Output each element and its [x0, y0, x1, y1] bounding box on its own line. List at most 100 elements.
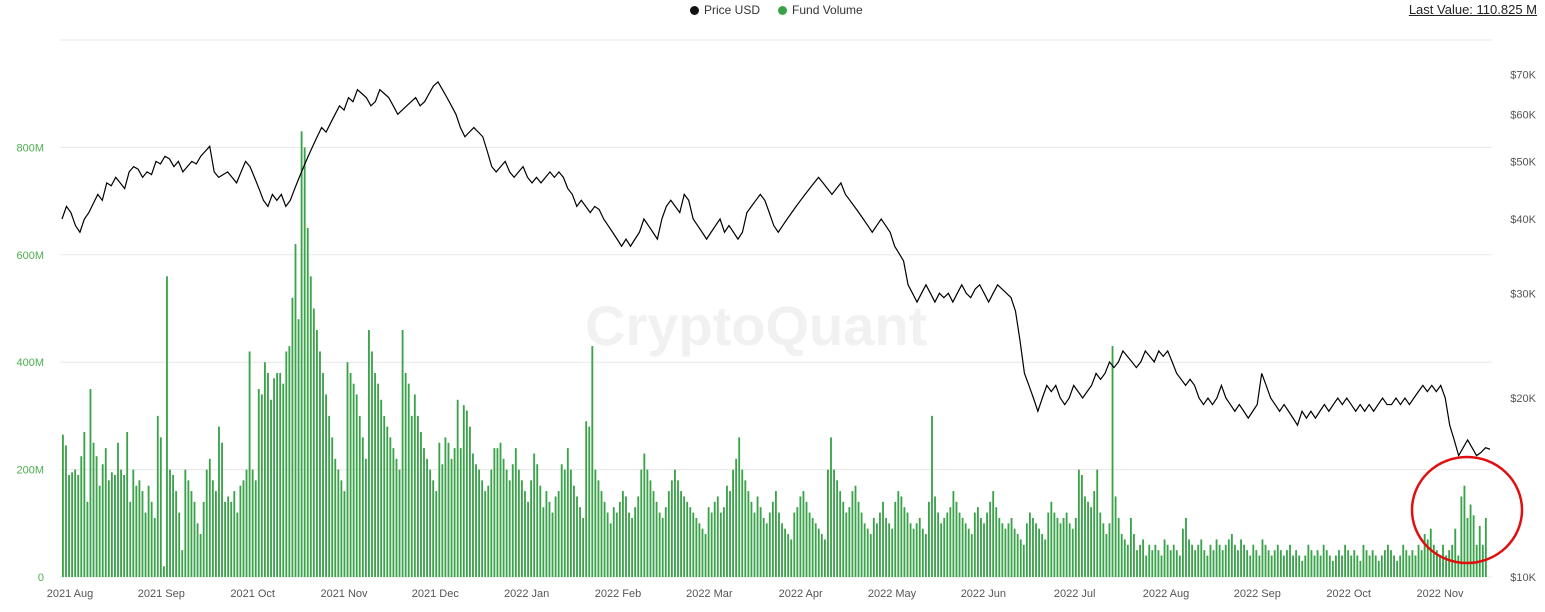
volume-bar: [453, 448, 456, 577]
volume-bar: [827, 469, 829, 577]
x-tick-label: 2021 Aug: [47, 588, 94, 600]
volume-bar: [1322, 544, 1325, 577]
volume-bar: [622, 491, 624, 577]
volume-bar: [1328, 555, 1331, 577]
volume-bar: [710, 512, 713, 577]
volume-bar: [245, 469, 248, 577]
volume-bar: [863, 523, 866, 577]
volume-bar: [548, 501, 551, 577]
volume-bar: [1279, 550, 1282, 577]
x-tick-label: 2022 Nov: [1416, 588, 1464, 600]
volume-bar: [107, 480, 110, 577]
volume-bar: [833, 469, 835, 577]
volume-bar: [625, 496, 627, 577]
volume-bar: [267, 372, 269, 577]
volume-bar: [1365, 550, 1368, 577]
volume-bar: [658, 512, 661, 577]
volume-bar: [1071, 528, 1074, 577]
volume-bar: [845, 512, 848, 577]
volume-bar: [211, 480, 214, 577]
volume-bar: [857, 501, 860, 577]
volume-bar: [1295, 550, 1298, 577]
volume-bar: [1160, 555, 1163, 577]
volume-bar: [796, 507, 799, 577]
x-tick-label: 2021 Dec: [412, 588, 460, 600]
volume-bar: [1387, 544, 1389, 577]
volume-bar: [224, 501, 227, 577]
x-tick-label: 2022 Sep: [1234, 588, 1281, 600]
volume-bar: [1004, 528, 1007, 577]
volume-bar: [1276, 544, 1279, 577]
left-tick-label: 0: [38, 572, 44, 584]
volume-bar: [496, 448, 499, 577]
volume-bar: [545, 491, 548, 577]
highlight-circle: [1410, 455, 1524, 565]
volume-bar: [875, 523, 878, 577]
volume-bar: [358, 415, 361, 577]
volume-bar: [1442, 544, 1444, 577]
legend-volume-label: Fund Volume: [792, 3, 863, 17]
volume-bar: [732, 469, 734, 577]
volume-bar: [1246, 550, 1249, 577]
volume-bar: [854, 485, 857, 577]
last-value-label[interactable]: Last Value: 110.825 M: [1408, 2, 1537, 17]
volume-bar: [352, 383, 355, 577]
volume-bar: [1307, 544, 1310, 577]
volume-bar: [141, 491, 144, 577]
volume-bar: [1120, 534, 1123, 577]
volume-bar: [940, 523, 943, 577]
volume-bar: [475, 464, 477, 577]
volume-bar: [1393, 555, 1395, 577]
volume-bar: [753, 512, 756, 577]
volume-bar: [686, 501, 689, 577]
volume-bar: [374, 372, 376, 577]
volume-bar: [156, 415, 159, 577]
volume-bar: [221, 442, 223, 577]
volume-bar: [404, 372, 407, 577]
volume-bar: [762, 517, 765, 577]
x-tick-label: 2022 Aug: [1143, 588, 1190, 600]
volume-bar: [915, 523, 918, 577]
volume-bar: [1261, 539, 1264, 577]
volume-bar: [95, 456, 98, 577]
legend-item-volume[interactable]: Fund Volume: [778, 3, 863, 17]
volume-bar: [1123, 539, 1126, 577]
volume-bar: [1096, 469, 1099, 577]
volume-bar: [1181, 528, 1184, 577]
volume-bar: [1038, 528, 1041, 577]
volume-bar: [178, 512, 181, 577]
volume-bar: [1166, 544, 1169, 577]
left-tick-label: 400M: [16, 357, 44, 369]
volume-bar: [248, 351, 251, 577]
volume-bar: [1142, 539, 1145, 577]
volume-bar: [771, 501, 774, 577]
volume-bar: [514, 448, 517, 577]
volume-bar: [135, 485, 138, 577]
volume-bar: [637, 496, 640, 577]
legend-item-price[interactable]: Price USD: [690, 3, 760, 17]
volume-bar: [380, 399, 383, 577]
volume-bar: [735, 458, 738, 577]
volume-bars: [62, 131, 1487, 578]
volume-bar: [184, 469, 187, 577]
volume-bar: [1105, 534, 1108, 577]
volume-bar: [912, 528, 915, 577]
volume-bar: [1417, 544, 1420, 577]
volume-bar: [995, 507, 998, 577]
volume-bar: [487, 485, 490, 577]
volume-bar: [967, 528, 970, 577]
volume-bar: [1255, 550, 1258, 577]
volume-bar: [1273, 550, 1276, 577]
volume-bar: [1044, 539, 1047, 577]
volume-bar: [1013, 528, 1016, 577]
volume-bar: [355, 394, 358, 577]
volume-bar: [1460, 496, 1463, 577]
left-tick-label: 200M: [16, 465, 44, 477]
volume-bar: [1282, 555, 1285, 577]
volume-bar: [1267, 550, 1270, 577]
volume-bar: [392, 448, 395, 577]
volume-bar: [582, 517, 585, 577]
volume-bar: [1448, 550, 1451, 577]
volume-bar: [1405, 550, 1408, 577]
volume-bar: [667, 491, 670, 577]
